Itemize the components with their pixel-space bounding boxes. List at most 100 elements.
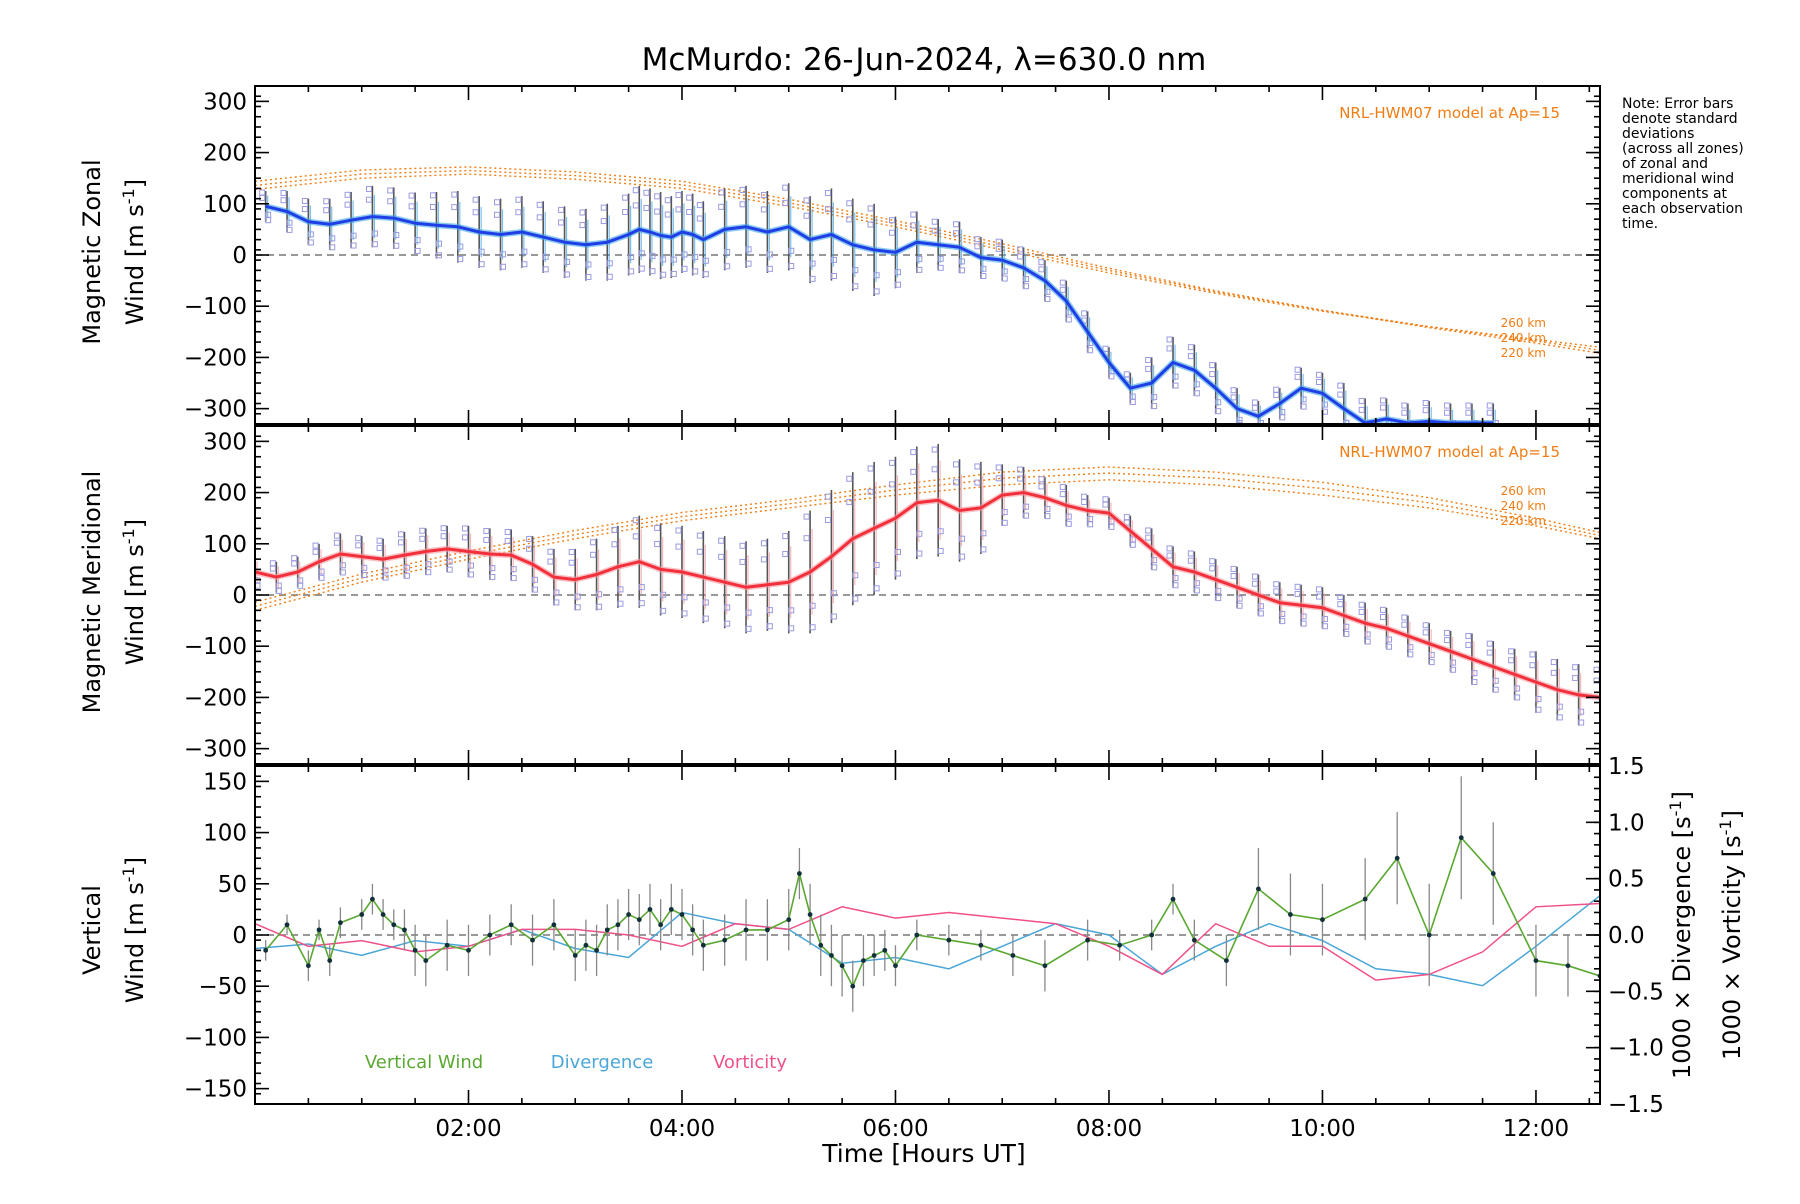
meridional-sample-point [397, 531, 404, 538]
note-line: components at [1622, 186, 1728, 202]
zonal-sample-point [564, 258, 571, 265]
zonal-sample-point [1465, 402, 1472, 409]
zonal-sample-point [350, 242, 357, 249]
meridional-sample-point [888, 459, 895, 466]
zonal-sample-point [1444, 402, 1451, 409]
meridional-sample-point [312, 548, 319, 555]
meridional-sample-point [830, 613, 837, 620]
vertical-wind-point [402, 927, 407, 933]
meridional-sample-point [660, 591, 667, 598]
legend-divergence: Divergence [551, 1052, 654, 1073]
zonal-sample-point [643, 189, 650, 196]
meridional-sample-point [974, 463, 981, 470]
chart-title: McMurdo: 26-Jun-2024, λ=630.0 nm [642, 42, 1207, 78]
zonal-sample-point [371, 230, 378, 237]
zonal-series-line [265, 204, 1494, 424]
zonal-sample-point [1444, 409, 1451, 416]
vertical-wind-point [466, 947, 471, 953]
y-tick-label: 0 [232, 583, 247, 609]
meridional-sample-point [1251, 580, 1258, 587]
note-line: (across all zones) [1622, 141, 1744, 157]
meridional-sample-point [403, 564, 410, 571]
vertical-ylabel-sup: -1 [119, 866, 138, 882]
zonal-sample-point [344, 191, 351, 198]
zonal-sample-point [1315, 379, 1322, 386]
zonal-sample-point [760, 192, 767, 199]
vorticity-y2label: 1000 × Vorticity [s-1] [1716, 810, 1746, 1060]
zonal-sample-point [846, 200, 853, 207]
zonal-sample-point [959, 258, 966, 265]
meridional-sample-point [1401, 614, 1408, 621]
zonal-sample-point [451, 204, 458, 211]
vertical-wind-point [882, 947, 888, 953]
meridional-sample-point [446, 566, 453, 573]
meridional-sample-point [1358, 608, 1365, 615]
meridional-sample-point [510, 566, 517, 573]
meridional-sample-point [1230, 573, 1237, 580]
x-axis-label: Time [Hours UT] [821, 1139, 1025, 1168]
meridional-sample-point [1023, 512, 1030, 519]
zonal-sample-point [696, 215, 703, 222]
meridional-sample-point [788, 607, 795, 614]
vertical-wind-point [284, 922, 290, 928]
zonal-sample-point [910, 222, 917, 229]
zonal-sample-point [1017, 253, 1024, 260]
y-tick-label: −100 [184, 1025, 247, 1051]
meridional-model-label: NRL-HWM07 model at Ap=15 [1339, 443, 1560, 461]
zonal-sample-point [664, 197, 671, 204]
zonal-sample-point [830, 256, 837, 263]
meridional-sample-point [995, 464, 1002, 471]
vertical-wind-point [807, 912, 813, 917]
note-line: of zonal and [1622, 156, 1708, 172]
meridional-sample-point [1535, 695, 1542, 702]
y-tick-label: −300 [184, 737, 247, 763]
meridional-sample-point [1550, 669, 1557, 676]
meridional-sample-point [489, 574, 496, 581]
vertical-wind-point [615, 922, 621, 928]
zonal-sample-point [408, 192, 415, 199]
meridional-sample-point [361, 572, 368, 579]
meridional-sample-point [739, 558, 746, 565]
zonal-sample-point [724, 248, 731, 255]
zonal-sample-point [1166, 345, 1173, 352]
vertical-wind-point [946, 937, 952, 943]
zonal-sample-point [457, 243, 464, 250]
meridional-sample-point [1017, 466, 1024, 473]
meridional-sample-point [1422, 622, 1429, 629]
vertical-wind-point [786, 917, 792, 923]
zonal-sample-point [1145, 365, 1152, 372]
zonal-sample-point [980, 265, 987, 272]
divergence-y2label: 1000 × Divergence [s-1] [1666, 791, 1696, 1079]
meridional-sample-point [483, 527, 490, 534]
meridional-sample-point [339, 562, 346, 569]
zonal-model-alt-260: 260 km [1501, 316, 1546, 330]
zonal-sample-point [766, 251, 773, 258]
zonal-sample-point [788, 263, 795, 270]
meridional-sample-point [382, 574, 389, 581]
vertical-wind-point [572, 953, 578, 958]
meridional-sample-point [483, 536, 490, 543]
meridional-ylabel: Magnetic Meridional [78, 471, 106, 714]
zonal-sample-point [579, 209, 586, 216]
zonal-sample-point [1279, 414, 1286, 421]
zonal-sample-point [910, 211, 917, 218]
meridional-sample-point [638, 584, 645, 591]
meridional-sample-point [745, 609, 752, 616]
zonal-sample-point [1300, 396, 1307, 403]
vertical-wind-point [764, 927, 770, 933]
zonal-sample-point [692, 254, 699, 261]
zonal-sample-point [638, 265, 645, 272]
zonal-sample-point [632, 202, 639, 209]
y2-tick-label: 1.5 [1608, 754, 1645, 780]
zonal-sample-point [824, 206, 831, 213]
meridional-sample-point [760, 556, 767, 563]
meridional-sample-point [980, 530, 987, 537]
zonal-sample-point [1401, 409, 1408, 416]
zonal-sample-point [1337, 382, 1344, 389]
zonal-sample-point [830, 272, 837, 279]
y-tick-label: 200 [203, 481, 247, 507]
meridional-sample-point [675, 543, 682, 550]
meridional-sample-point [1151, 557, 1158, 564]
meridional-sample-point [1514, 694, 1521, 701]
zonal-sample-point [937, 255, 944, 262]
